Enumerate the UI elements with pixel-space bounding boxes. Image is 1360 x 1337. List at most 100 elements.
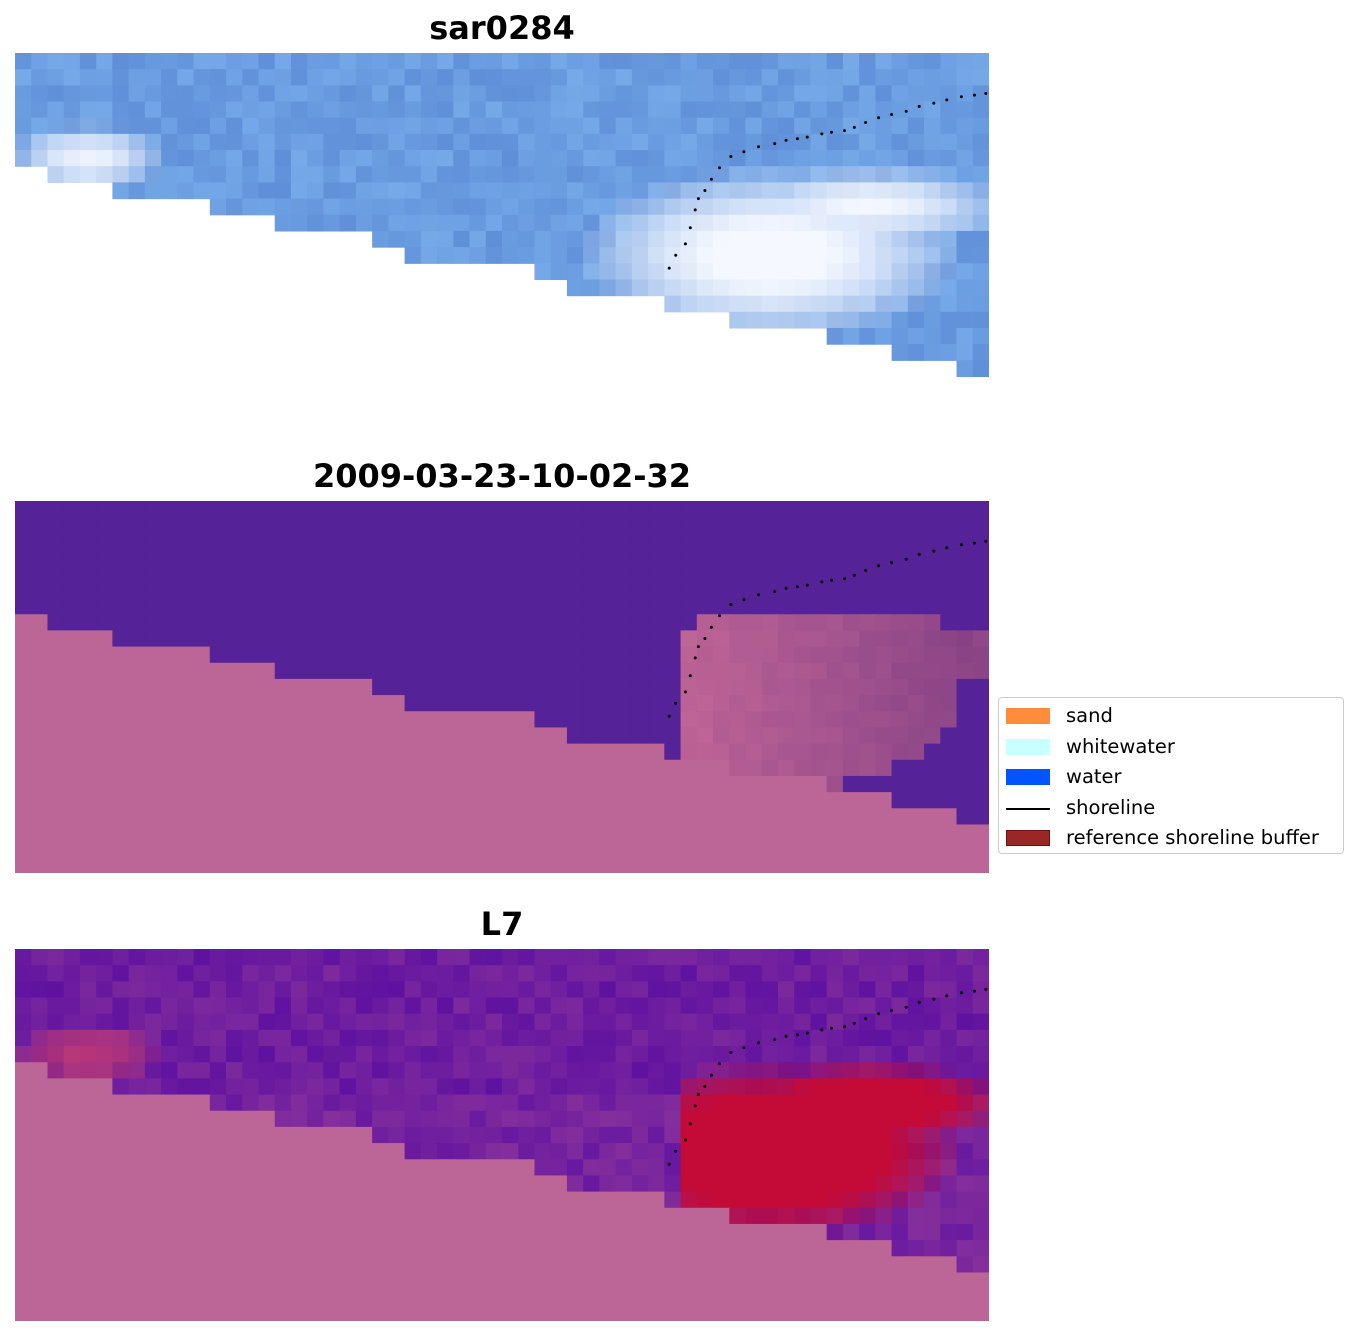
- shoreline-point: [784, 138, 788, 142]
- shoreline-point: [820, 580, 824, 584]
- shoreline-point: [864, 1017, 868, 1020]
- shoreline-point: [784, 1034, 788, 1038]
- shoreline-point: [696, 1093, 700, 1097]
- shoreline-point: [972, 989, 976, 993]
- shoreline-point: [773, 142, 777, 146]
- shoreline-point: [932, 101, 936, 105]
- legend-item-whitewater: whitewater: [999, 735, 1343, 766]
- shoreline-point: [820, 132, 824, 136]
- shoreline-point: [820, 1028, 824, 1032]
- shoreline-point: [742, 598, 746, 602]
- shoreline-point: [904, 109, 908, 113]
- shoreline-point: [742, 1046, 746, 1050]
- shoreline-point: [718, 614, 721, 618]
- legend-item-water: water: [999, 765, 1343, 796]
- legend-item-reference-buffer: reference shoreline buffer: [999, 826, 1343, 857]
- index-image-panel: [15, 949, 989, 1321]
- pixel-grid: [15, 949, 989, 1321]
- shoreline-point: [805, 583, 809, 587]
- pixel-grid: [15, 501, 989, 873]
- shoreline-point: [674, 253, 678, 257]
- shoreline-point: [932, 549, 936, 553]
- shoreline-point: [693, 208, 697, 212]
- shoreline-point: [667, 714, 671, 718]
- shoreline-point: [852, 1021, 856, 1025]
- legend-item-shoreline: shoreline: [999, 796, 1343, 827]
- shoreline-point: [683, 690, 687, 694]
- shoreline-point: [984, 987, 988, 991]
- shoreline-point: [773, 590, 777, 594]
- shoreline-point: [674, 1149, 678, 1153]
- rgb-image-panel: [15, 53, 989, 425]
- shoreline-point: [877, 116, 881, 120]
- shoreline-point: [688, 1122, 692, 1126]
- shoreline-point: [688, 226, 692, 230]
- shoreline-points: [667, 987, 988, 1166]
- shoreline-point: [757, 145, 760, 149]
- legend: sand whitewater water shoreline referenc…: [998, 697, 1344, 854]
- shoreline-point: [843, 577, 846, 581]
- shoreline-point: [667, 266, 671, 270]
- shoreline-point: [972, 93, 976, 97]
- shoreline-point: [795, 585, 799, 589]
- shoreline-point: [729, 155, 733, 158]
- shoreline-point: [890, 561, 894, 564]
- shoreline-point: [703, 189, 707, 192]
- reference-buffer-swatch: [1006, 830, 1050, 846]
- shoreline-point: [795, 1033, 799, 1037]
- shoreline-point: [959, 95, 963, 99]
- shoreline-points: [667, 539, 988, 718]
- shoreline-point: [693, 656, 697, 660]
- shoreline-point: [972, 541, 976, 545]
- legend-label: sand: [1066, 704, 1113, 727]
- shoreline-point: [932, 997, 936, 1001]
- shoreline-point: [945, 546, 949, 550]
- shoreline-point: [693, 1104, 697, 1108]
- shoreline-point: [830, 1026, 833, 1030]
- shoreline-point: [877, 564, 881, 568]
- shoreline-point: [830, 130, 833, 134]
- panel-title-1: sar0284: [429, 9, 575, 47]
- shoreline-point: [805, 1031, 809, 1035]
- shoreline-point: [784, 586, 788, 590]
- shoreline-point: [709, 625, 713, 629]
- shoreline-point: [852, 573, 856, 577]
- shoreline-point: [773, 1038, 777, 1042]
- shoreline-points: [667, 91, 988, 270]
- legend-label: water: [1066, 765, 1122, 788]
- shoreline-point: [945, 98, 949, 102]
- index-image: [15, 949, 989, 1321]
- shoreline-point: [959, 543, 963, 547]
- shoreline-point: [877, 1012, 881, 1016]
- shoreline-point: [729, 1051, 733, 1054]
- shoreline-point: [917, 552, 921, 556]
- sand-swatch: [1006, 708, 1050, 724]
- shoreline-point: [674, 701, 678, 705]
- classified-image-panel: [15, 501, 989, 873]
- shoreline-point: [864, 569, 868, 572]
- shoreline-point: [852, 125, 856, 129]
- shoreline-point: [904, 557, 908, 561]
- rgb-image: [15, 53, 989, 378]
- shoreline-point: [984, 91, 988, 95]
- pixel-grid: [15, 53, 989, 378]
- legend-label: whitewater: [1066, 734, 1175, 758]
- shoreline-point: [917, 1000, 921, 1004]
- shoreline-point: [718, 1062, 721, 1066]
- shoreline-point: [709, 1073, 713, 1077]
- shoreline-point: [757, 1041, 760, 1045]
- shoreline-point: [890, 113, 894, 116]
- shoreline-point: [959, 991, 963, 995]
- shoreline-point: [703, 637, 707, 640]
- shoreline-point: [709, 177, 713, 181]
- shoreline-point: [718, 166, 721, 170]
- shoreline-point: [843, 1025, 846, 1029]
- panel-title-2: 2009-03-23-10-02-32: [312, 457, 692, 495]
- shoreline-point: [757, 593, 760, 597]
- shoreline-point: [667, 1162, 671, 1166]
- shoreline-point: [729, 603, 733, 606]
- water-swatch: [1006, 769, 1050, 785]
- shoreline-point: [683, 242, 687, 246]
- legend-label: reference shoreline buffer: [1066, 826, 1319, 849]
- shoreline-line-swatch: [1006, 807, 1050, 810]
